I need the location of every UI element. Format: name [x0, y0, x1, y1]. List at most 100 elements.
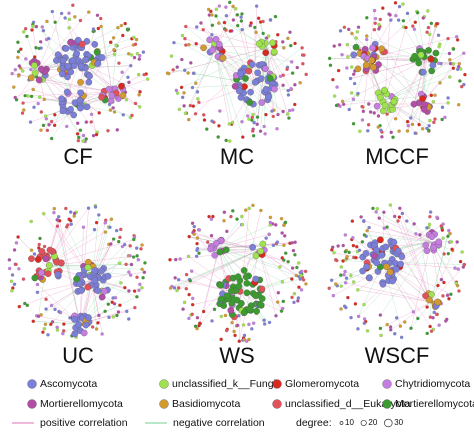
node [348, 76, 353, 81]
node [362, 219, 366, 223]
node [41, 330, 45, 334]
node [388, 325, 393, 329]
node [244, 208, 248, 212]
node [354, 256, 358, 260]
node [115, 128, 119, 132]
node [350, 31, 354, 36]
edge [46, 21, 113, 93]
node [447, 228, 451, 233]
edge [381, 59, 426, 137]
node [24, 57, 28, 61]
node [373, 21, 377, 25]
hub-node [74, 36, 82, 44]
hub-node [100, 287, 108, 295]
node [53, 113, 57, 117]
node [12, 85, 16, 89]
node [442, 252, 446, 256]
node [250, 327, 254, 331]
node [354, 36, 358, 40]
node [211, 214, 215, 219]
node [345, 254, 349, 259]
node [351, 243, 356, 248]
hub-node [94, 60, 102, 67]
node [20, 111, 25, 115]
node [209, 217, 214, 221]
edge [257, 47, 268, 125]
node [286, 93, 291, 97]
node [191, 296, 195, 301]
node [71, 3, 75, 7]
hub-node [235, 282, 243, 290]
hub-node [246, 306, 254, 313]
node [405, 119, 410, 124]
edge [266, 47, 292, 63]
edge [218, 242, 293, 249]
node [295, 65, 299, 70]
hub-node [54, 271, 62, 278]
edge [218, 247, 283, 282]
node [91, 133, 96, 138]
edge [363, 241, 432, 305]
node [190, 221, 195, 225]
node [143, 261, 147, 265]
node [195, 241, 199, 246]
node [116, 25, 120, 30]
node [59, 11, 64, 16]
node [186, 254, 191, 259]
hub-node [434, 298, 441, 306]
node [276, 300, 280, 304]
node [411, 310, 416, 314]
node [224, 138, 228, 143]
node [448, 57, 452, 62]
node [135, 246, 139, 250]
node [301, 62, 305, 66]
node [327, 56, 332, 61]
edge [258, 249, 300, 277]
hub-node [257, 247, 265, 255]
node [283, 234, 287, 238]
node [72, 211, 77, 216]
hub-node [217, 295, 225, 303]
hub-node [59, 107, 67, 115]
node [62, 322, 66, 326]
node [103, 230, 108, 234]
node [142, 270, 147, 274]
hub-node [217, 281, 225, 289]
node [427, 128, 431, 132]
node [431, 315, 435, 320]
node [224, 328, 229, 333]
node [174, 88, 179, 93]
node [235, 217, 239, 221]
hub-node [91, 41, 99, 48]
hub-node [211, 251, 219, 259]
node [16, 49, 21, 54]
hub-node [233, 296, 241, 304]
node [187, 117, 191, 122]
edge [266, 45, 291, 49]
node [194, 81, 198, 85]
node [251, 129, 255, 133]
node [109, 217, 114, 221]
node [366, 123, 371, 127]
node [140, 267, 144, 272]
hub-node [75, 321, 82, 329]
node [345, 66, 349, 70]
hub-node [240, 309, 248, 317]
node [329, 278, 334, 282]
edge [363, 220, 432, 243]
node [389, 130, 393, 135]
node [457, 61, 462, 66]
node [428, 214, 432, 219]
edge [240, 17, 256, 85]
node [341, 259, 345, 263]
hub-node [234, 273, 242, 281]
node [425, 226, 429, 230]
node [178, 257, 182, 261]
node [56, 215, 61, 219]
node [190, 85, 195, 90]
node [375, 207, 380, 211]
node [42, 244, 47, 249]
node [376, 114, 381, 118]
edge [380, 241, 432, 316]
node [41, 28, 46, 33]
